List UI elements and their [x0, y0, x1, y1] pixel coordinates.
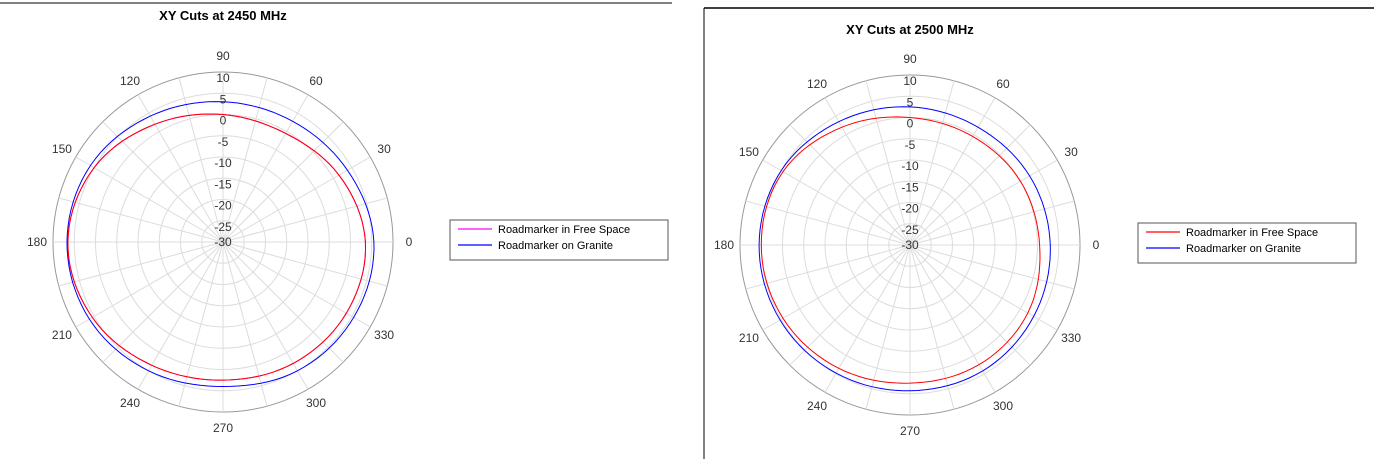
grid-spoke	[909, 244, 1031, 366]
grid-spoke	[222, 197, 388, 243]
angle-tick-label: 60	[996, 77, 1010, 91]
grid-spoke	[137, 94, 224, 243]
angle-tick-label: 120	[807, 77, 827, 91]
angle-tick-label: 210	[739, 331, 759, 345]
angle-tick-label: 180	[27, 235, 47, 249]
polar-chart-2450: XY Cuts at 2450 MHz 0 30 60 90 120 150 180 210 24…	[27, 8, 669, 435]
angle-tick-label: 270	[900, 424, 920, 438]
grid-spoke	[909, 200, 1075, 246]
grid-spoke	[909, 244, 996, 393]
grid-spoke	[58, 241, 224, 287]
grid-spoke	[222, 121, 344, 243]
series-line	[66, 101, 375, 388]
angle-tick-label: 90	[903, 52, 917, 66]
grid-spoke	[909, 124, 1031, 246]
radial-tick-label: 10	[216, 71, 230, 85]
legend-label: Roadmarker on Granite	[1186, 243, 1301, 255]
grid-spoke	[222, 241, 268, 407]
radial-tick-label: -10	[901, 159, 919, 173]
legend: Roadmarker in Free Space Roadmarker on Gr…	[1137, 222, 1357, 264]
series-line	[758, 106, 1051, 392]
grid-spoke	[762, 159, 911, 246]
legend-label: Roadmarker in Free Space	[1186, 227, 1318, 239]
grid-spoke	[789, 244, 911, 366]
radial-tick-label: -25	[901, 223, 919, 237]
grid-spoke	[865, 244, 911, 410]
angle-tick-label: 300	[306, 396, 326, 410]
radial-tick-label: 0	[220, 114, 227, 128]
grid-spoke	[222, 241, 388, 287]
grid-spoke	[789, 124, 911, 246]
angle-tick-label: 90	[216, 49, 230, 63]
radial-tick-label: -25	[214, 220, 232, 234]
series-line	[760, 116, 1041, 384]
polar-chart-2500: XY Cuts at 2500 MHz 0 30 60 90 120 150 180 210 24…	[714, 22, 1357, 438]
grid-spoke	[909, 159, 1058, 246]
legend-label: Roadmarker on Granite	[498, 240, 613, 252]
radial-tick-label: 5	[907, 95, 914, 109]
grid-spoke	[58, 197, 224, 243]
grid-spoke	[222, 94, 309, 243]
grid-spoke	[909, 244, 955, 410]
grid-spoke	[909, 244, 1058, 331]
angle-tick-label: 60	[309, 74, 323, 88]
radial-tick-label: -15	[214, 177, 232, 191]
radial-tick-label: 0	[907, 117, 914, 131]
angle-tick-label: 120	[120, 74, 140, 88]
radial-tick-label: -20	[901, 202, 919, 216]
chart-title: XY Cuts at 2450 MHz	[159, 8, 287, 23]
grid-spoke	[222, 77, 268, 243]
angle-tick-label: 0	[406, 235, 413, 249]
grid-spoke	[824, 244, 911, 393]
legend-label: Roadmarker in Free Space	[498, 224, 630, 236]
grid-spoke	[178, 241, 224, 407]
grid-spoke	[745, 200, 911, 246]
grid-spoke	[824, 97, 911, 246]
grid-spoke	[865, 80, 911, 246]
angle-tick-label: 240	[807, 399, 827, 413]
grid-spoke	[137, 241, 224, 390]
grid-spoke	[178, 77, 224, 243]
angle-tick-label: 30	[377, 142, 391, 156]
series-line	[67, 113, 367, 381]
grid-spoke	[222, 241, 309, 390]
angle-tick-label: 30	[1064, 145, 1078, 159]
radial-tick-label: 10	[903, 74, 917, 88]
radial-tick-label: -30	[901, 238, 919, 252]
angle-tick-label: 270	[213, 421, 233, 435]
grid-spoke	[222, 241, 371, 328]
angle-tick-label: 180	[714, 238, 734, 252]
grid-spoke	[75, 241, 224, 328]
radial-tick-label: 5	[220, 92, 227, 106]
chart-title: XY Cuts at 2500 MHz	[846, 22, 974, 37]
legend-box	[449, 219, 669, 261]
angle-tick-label: 0	[1093, 238, 1100, 252]
angle-tick-label: 300	[993, 399, 1013, 413]
angle-tick-label: 330	[374, 328, 394, 342]
grid-spoke	[75, 156, 224, 243]
grid-spoke	[762, 244, 911, 331]
grid-spoke	[222, 156, 371, 243]
grid-spoke	[909, 97, 996, 246]
angle-tick-label: 330	[1061, 331, 1081, 345]
legend-box	[1137, 222, 1357, 264]
grid-spoke	[102, 241, 224, 363]
angle-tick-label: 210	[52, 328, 72, 342]
legend: Roadmarker in Free Space Roadmarker on Gr…	[449, 219, 669, 261]
grid-spoke	[909, 80, 955, 246]
grid-spoke	[222, 241, 344, 363]
radial-tick-label: -5	[905, 138, 916, 152]
angle-tick-label: 150	[52, 142, 72, 156]
radial-tick-label: -15	[901, 180, 919, 194]
radial-tick-label: -10	[214, 156, 232, 170]
radial-tick-label: -20	[214, 199, 232, 213]
angle-tick-label: 240	[120, 396, 140, 410]
radial-tick-label: -5	[218, 135, 229, 149]
grid-spoke	[102, 121, 224, 243]
grid-spoke	[745, 244, 911, 290]
angle-tick-label: 150	[739, 145, 759, 159]
radial-tick-label: -30	[214, 235, 232, 249]
